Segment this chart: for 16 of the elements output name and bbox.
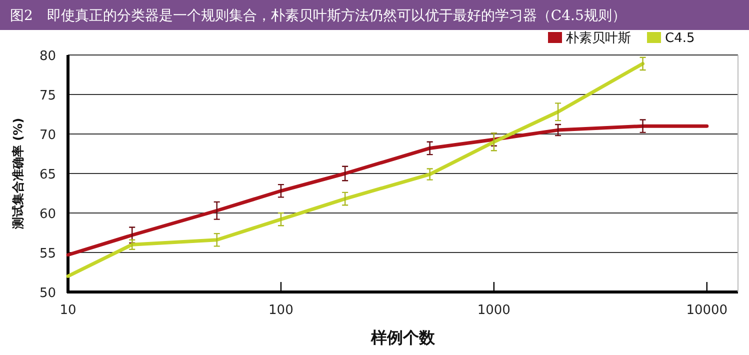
legend-label: C4.5 (665, 31, 695, 46)
y-tick-label: 80 (39, 49, 56, 64)
legend-label: 朴素贝叶斯 (565, 31, 631, 46)
x-tick-label: 10000 (686, 303, 728, 318)
x-axis-title: 样例个数 (370, 328, 436, 347)
y-tick-label: 55 (39, 246, 56, 262)
y-tick-label: 75 (39, 88, 56, 104)
y-tick-label: 60 (39, 207, 56, 222)
y-tick-label: 50 (39, 286, 56, 301)
x-tick-label: 1000 (477, 303, 510, 318)
x-tick-label: 100 (268, 303, 294, 318)
y-axis-title: 测试集合准确率 (%) (11, 118, 25, 230)
y-tick-label: 65 (39, 168, 56, 182)
y-tick-label: 70 (39, 128, 56, 143)
chart-title: 图2 即使真正的分类器是一个规则集合，朴素贝叶斯方法仍然可以优于最好的学习器（C4.5规则） (10, 8, 626, 24)
x-tick-label: 10 (60, 303, 76, 318)
